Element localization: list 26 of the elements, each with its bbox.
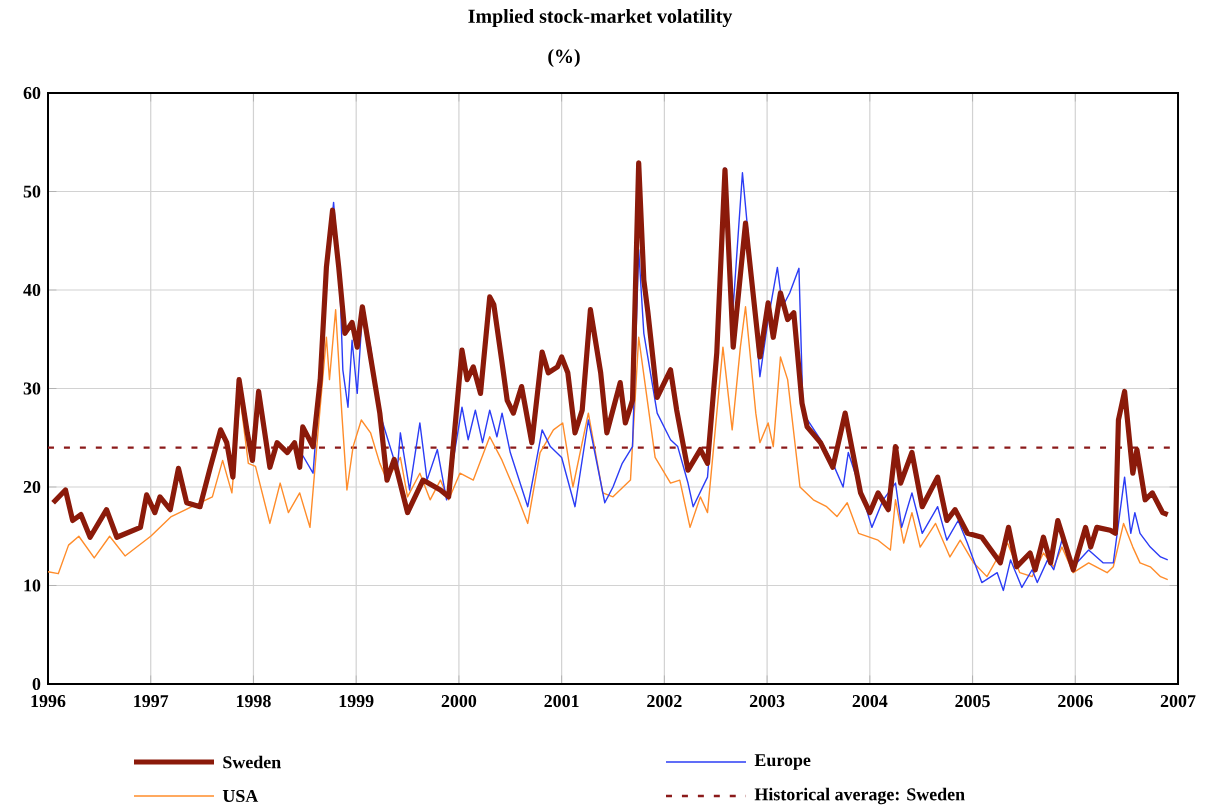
x-tick-label: 2000	[441, 695, 477, 708]
x-tick-label: 2004	[852, 695, 888, 708]
chart-title: Implied stock-market volatility	[468, 8, 733, 28]
x-tick-label: 1996	[31, 695, 66, 708]
x-tick-label: 1997	[134, 695, 169, 708]
x-tick-label: 1998	[236, 695, 271, 708]
y-tick-label: 0	[32, 677, 41, 691]
y-tick-label: 10	[24, 579, 41, 592]
y-tick-label: 30	[23, 382, 41, 395]
legend-label: Europe	[754, 754, 811, 770]
legend-label: Sweden	[223, 755, 281, 769]
line-series	[48, 306, 1169, 581]
x-tick-label: 2007	[1160, 695, 1196, 708]
x-tick-label: 2003	[749, 695, 785, 708]
x-tick-label: 2002	[647, 695, 682, 708]
x-tick-label: 1999	[339, 695, 374, 708]
x-tick-label: 2006	[1058, 695, 1093, 708]
legend-label: Historical average: Sweden	[754, 787, 965, 805]
y-tick-label: 20	[23, 480, 41, 494]
y-tick-label: 60	[23, 86, 41, 100]
legend-label: USA	[222, 789, 259, 803]
y-tick-label: 40	[23, 283, 41, 297]
x-tick-label: 2001	[544, 695, 579, 708]
chart-subtitle: (%)	[548, 48, 580, 68]
y-tick-label: 50	[23, 185, 41, 198]
x-tick-label: 2005	[955, 695, 990, 708]
